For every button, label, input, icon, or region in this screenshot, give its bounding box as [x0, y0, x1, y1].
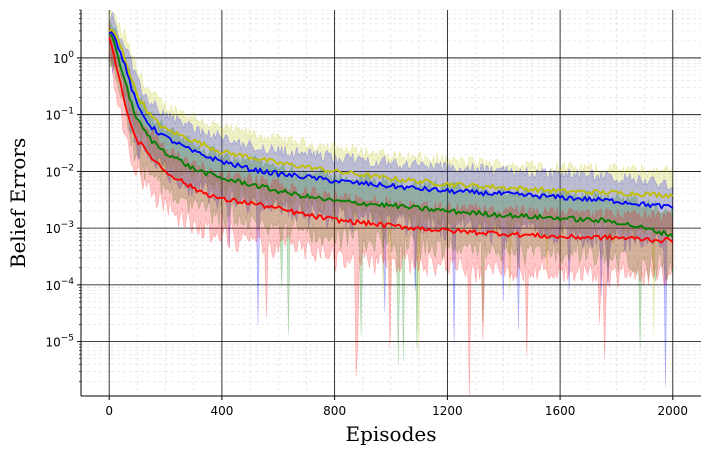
x-tick-label: 800 [323, 404, 346, 418]
series-line [109, 34, 674, 238]
y-tick-label: 10−3 [45, 220, 74, 236]
x-tick-label: 0 [105, 404, 113, 418]
x-tick-label: 1600 [545, 404, 576, 418]
series-line [108, 37, 674, 244]
x-axis-ticks: 0 400 800 1200 1600 2000 [105, 396, 688, 418]
y-axis-ticks: 10−5 10−4 10−3 10−2 10−1 100 [45, 9, 81, 382]
noise-bands [108, 10, 673, 396]
y-tick-label: 10−2 [45, 163, 74, 179]
series-band [108, 11, 673, 388]
x-tick-label: 400 [210, 404, 233, 418]
y-axis-title: Belief Errors [6, 138, 30, 269]
y-tick-label: 10−1 [45, 107, 74, 123]
major-grid [81, 10, 701, 396]
series-line [108, 28, 674, 199]
y-tick-label: 10−4 [45, 277, 74, 293]
y-tick-label: 10−5 [45, 334, 74, 350]
y-tick-label: 100 [53, 50, 74, 66]
series-band [108, 10, 673, 354]
x-axis-title: Episodes [345, 422, 436, 446]
x-tick-label: 1200 [432, 404, 463, 418]
x-tick-label: 2000 [658, 404, 689, 418]
series-line [108, 31, 674, 210]
series-lines [108, 28, 674, 244]
series-band [108, 21, 673, 396]
